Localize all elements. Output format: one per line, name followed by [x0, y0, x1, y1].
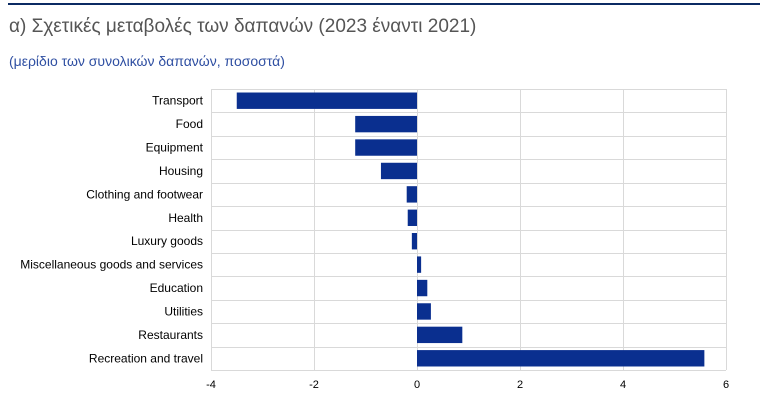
x-tick-label: 0 [414, 379, 420, 391]
bar-restaurants [417, 326, 463, 344]
bar-education [417, 279, 428, 297]
category-label: Restaurants [138, 328, 203, 342]
bar-equipment [355, 139, 417, 156]
category-label: Housing [159, 164, 203, 178]
x-tick-label: -2 [309, 379, 319, 391]
category-label: Equipment [146, 141, 204, 155]
category-label: Food [176, 117, 203, 131]
bar-utilities [417, 303, 431, 320]
bar-housing [380, 162, 417, 180]
chart-title: α) Σχετικές μεταβολές των δαπανών (2023 … [9, 16, 477, 37]
bar-recreation-and-travel [417, 350, 705, 367]
category-label: Recreation and travel [89, 351, 203, 365]
bar-miscellaneous-goods-and-services [417, 256, 422, 273]
category-label: Transport [152, 94, 204, 108]
bar-health [407, 209, 417, 226]
category-label: Health [168, 211, 203, 225]
bar-clothing-and-footwear [406, 186, 417, 203]
x-tick-label: 2 [517, 379, 523, 391]
category-label: Clothing and footwear [86, 187, 203, 201]
chart-subtitle: (μερίδιο των συνολικών δαπανών, ποσοστά) [9, 53, 285, 69]
category-label: Miscellaneous goods and services [20, 258, 203, 272]
bar-transport [236, 92, 417, 109]
category-label: Education [150, 281, 203, 295]
category-label: Utilities [164, 304, 203, 318]
bar-food [355, 115, 417, 133]
bar-luxury-goods [411, 233, 417, 250]
x-tick-label: -4 [206, 379, 216, 391]
x-tick-label: 4 [620, 379, 626, 391]
header-rule [8, 3, 760, 5]
x-tick-label: 6 [723, 379, 729, 391]
category-label: Luxury goods [131, 234, 203, 248]
